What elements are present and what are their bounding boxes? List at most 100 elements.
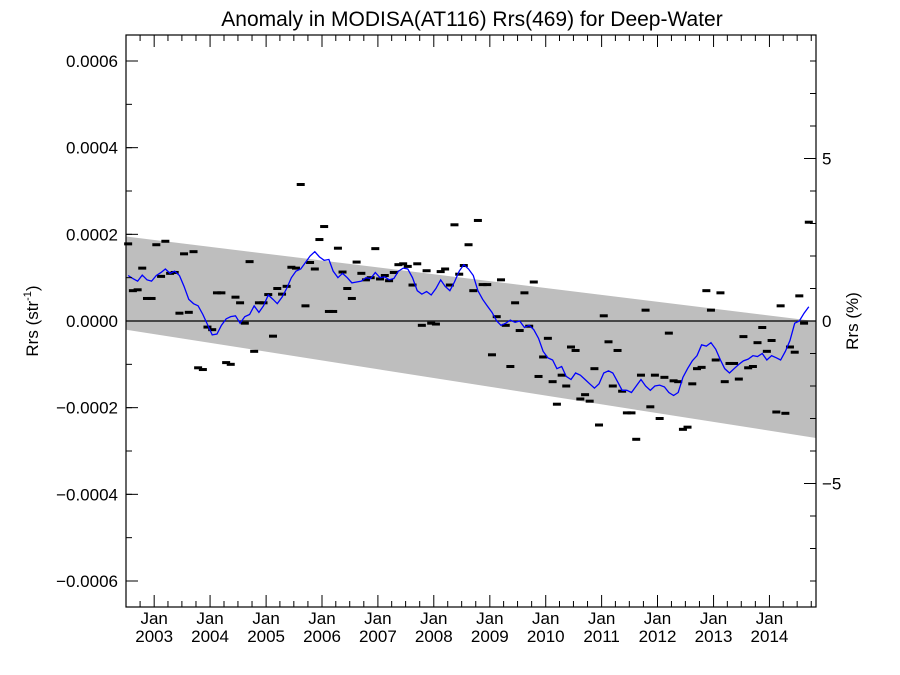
data-point: [310, 267, 319, 271]
data-point: [445, 283, 454, 287]
data-point: [767, 339, 776, 342]
data-point: [464, 243, 473, 247]
data-point: [194, 366, 203, 370]
y-axis-left-label-text: Rrs (str: [23, 301, 42, 357]
data-point: [543, 336, 552, 340]
data-point: [608, 384, 617, 388]
data-point: [413, 262, 422, 266]
data-point: [571, 348, 580, 352]
data-point: [278, 292, 287, 296]
data-point: [408, 283, 417, 287]
x-tick-month-label: Jan: [756, 609, 783, 628]
y-right-tick-label: −5: [822, 475, 841, 494]
data-point: [170, 270, 179, 274]
y-tick-label: 0.0004: [66, 139, 118, 158]
data-point: [329, 309, 338, 313]
right-y-axis: 5 0 −5: [804, 60, 841, 582]
data-point: [772, 410, 781, 414]
data-point: [515, 329, 524, 333]
data-point: [585, 399, 594, 403]
data-point: [613, 348, 622, 352]
x-tick-year-label: 2012: [639, 627, 677, 646]
x-tick-year-label: 2009: [471, 627, 509, 646]
running-mean-line: [127, 250, 810, 397]
data-point: [636, 373, 645, 377]
x-tick-year-label: 2004: [191, 627, 229, 646]
data-point: [394, 263, 403, 267]
data-point: [431, 322, 440, 326]
data-point: [641, 308, 650, 312]
data-point: [627, 411, 636, 415]
y-axis-left-label: Rrs (str-1): [22, 285, 42, 356]
data-point: [529, 280, 538, 284]
data-point: [399, 262, 408, 266]
data-point: [748, 365, 757, 368]
data-point: [725, 361, 734, 365]
x-tick-month-label: Jan: [196, 609, 223, 628]
data-point: [282, 284, 291, 288]
data-point: [320, 225, 329, 229]
data-point: [744, 366, 753, 370]
data-point: [618, 389, 627, 393]
data-point: [683, 425, 692, 429]
data-point: [361, 278, 370, 282]
data-point: [436, 270, 445, 274]
data-point: [646, 405, 655, 409]
data-point: [800, 321, 809, 325]
data-point: [138, 266, 147, 270]
data-point: [324, 309, 333, 313]
data-point: [152, 243, 161, 247]
x-tick-month-label: Jan: [140, 609, 167, 628]
data-point: [157, 274, 166, 278]
x-tick-month-label: Jan: [532, 609, 559, 628]
data-point: [734, 377, 743, 381]
y-right-tick-label: 5: [822, 150, 831, 169]
x-axis: Jan2003Jan2004Jan2005Jan2006Jan2007Jan20…: [135, 35, 812, 646]
data-point: [301, 304, 310, 308]
data-point: [632, 437, 641, 441]
data-point: [427, 321, 436, 325]
left-y-axis: 0.0006 0.0004 0.0002 0.0000 −0.0002 −0.0004 −0…: [56, 52, 138, 591]
data-point: [338, 270, 347, 274]
data-point: [333, 246, 342, 250]
data-point: [259, 301, 268, 305]
data-point: [650, 373, 659, 377]
data-point: [240, 321, 249, 325]
data-point: [622, 411, 631, 415]
data-point: [147, 296, 156, 300]
data-point: [511, 301, 520, 305]
data-point: [697, 365, 706, 369]
data-point: [776, 304, 785, 308]
data-point: [250, 349, 259, 353]
data-point: [245, 260, 254, 264]
data-point: [678, 427, 687, 431]
data-point: [347, 296, 356, 300]
data-point: [534, 374, 543, 378]
y-tick-label: 0.0006: [66, 52, 118, 71]
data-point: [487, 353, 496, 357]
data-point: [660, 375, 669, 379]
x-tick-year-label: 2011: [583, 627, 620, 646]
data-point: [790, 350, 799, 354]
data-point: [287, 265, 296, 269]
chart-title: Anomaly in MODISA(AT116) Rrs(469) for De…: [221, 8, 722, 31]
data-point: [492, 315, 501, 319]
x-tick-year-label: 2007: [359, 627, 397, 646]
data-point: [128, 289, 137, 293]
data-point: [539, 355, 548, 359]
data-point: [254, 301, 263, 305]
data-point: [343, 287, 352, 290]
data-point: [785, 345, 794, 349]
data-point: [422, 269, 431, 273]
y-tick-label: −0.0002: [56, 399, 118, 418]
data-point: [804, 220, 813, 224]
data-point: [781, 411, 790, 415]
x-tick-month-label: Jan: [700, 609, 727, 628]
data-point: [352, 260, 361, 264]
data-point: [296, 183, 305, 186]
data-point: [469, 289, 478, 293]
x-tick-year-label: 2003: [135, 627, 173, 646]
y-tick-label: 0.0000: [66, 312, 118, 331]
